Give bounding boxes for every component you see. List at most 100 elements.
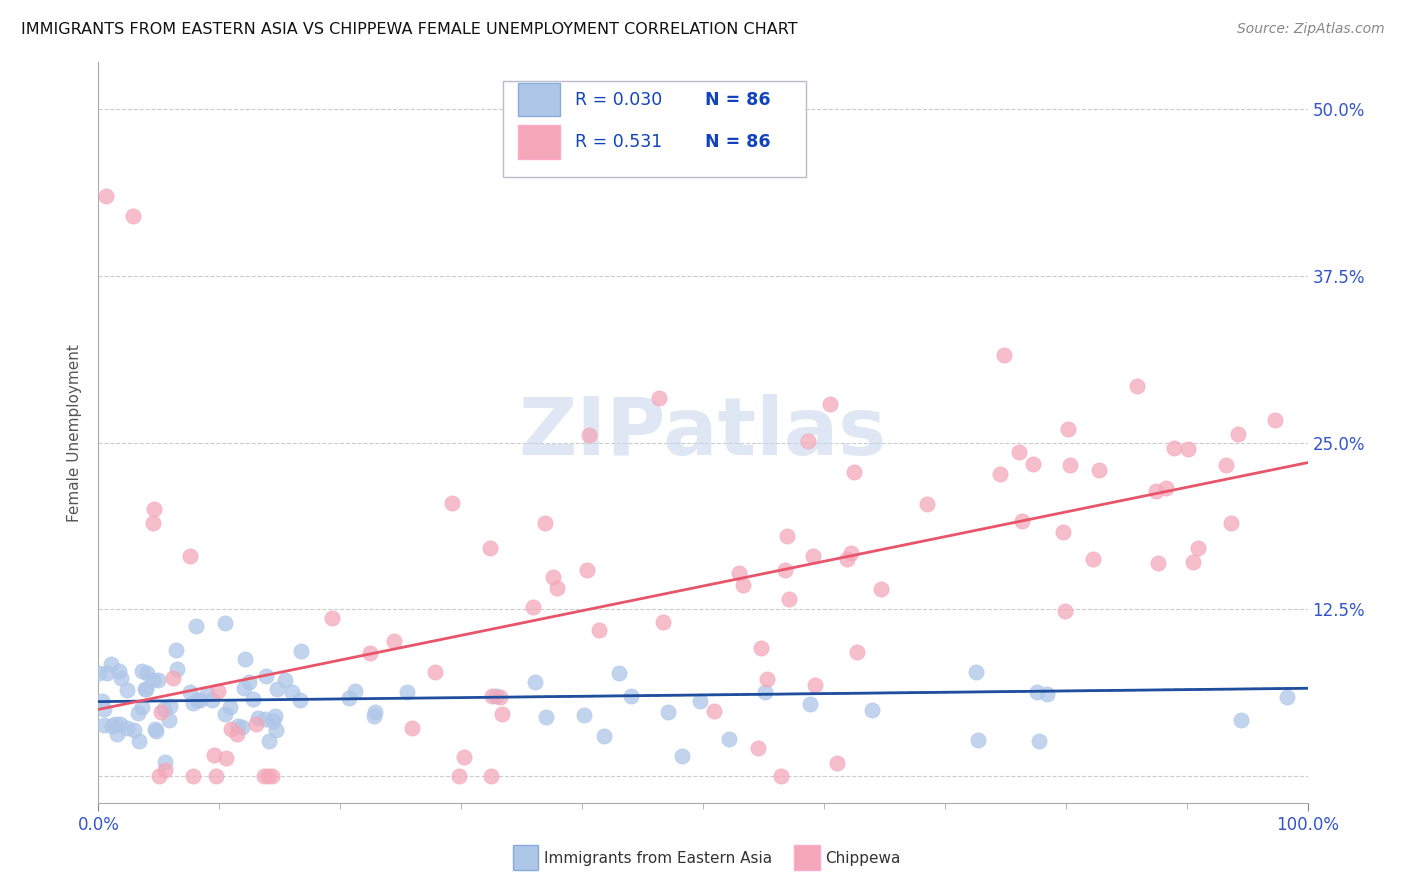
Point [862, 703, 884, 717]
Point [204, 747, 226, 762]
Point [1022, 458, 1045, 472]
Point [541, 569, 564, 583]
Point [1177, 442, 1199, 456]
Point [131, 700, 153, 714]
Point [491, 706, 513, 721]
Point [578, 428, 600, 442]
Point [179, 549, 201, 564]
Point [290, 643, 312, 657]
Point [186, 693, 208, 707]
Point [1156, 482, 1178, 496]
Point [188, 692, 211, 706]
Point [522, 599, 544, 614]
Point [1147, 556, 1170, 570]
Point [423, 665, 446, 679]
Point [214, 615, 236, 630]
Point [1081, 551, 1104, 566]
Point [181, 696, 204, 710]
Point [1226, 426, 1249, 441]
Point [363, 708, 385, 723]
Point [253, 713, 276, 727]
Point [142, 673, 165, 687]
Point [839, 546, 862, 560]
Point [143, 502, 166, 516]
Point [717, 732, 740, 747]
Point [166, 662, 188, 676]
Point [238, 675, 260, 690]
FancyBboxPatch shape [517, 126, 561, 159]
Point [1264, 413, 1286, 427]
Point [266, 682, 288, 697]
Point [359, 646, 381, 660]
Point [1052, 525, 1074, 540]
Point [242, 692, 264, 706]
Point [534, 710, 557, 724]
Text: Immigrants from Eastern Asia: Immigrants from Eastern Asia [544, 851, 772, 865]
Point [801, 549, 824, 564]
Point [263, 709, 285, 723]
Point [1126, 378, 1149, 392]
Text: R = 0.531: R = 0.531 [575, 133, 662, 151]
Point [150, 705, 173, 719]
Point [965, 665, 987, 679]
Point [593, 729, 616, 743]
Point [148, 769, 170, 783]
Point [153, 763, 176, 777]
Point [131, 664, 153, 678]
Text: Chippewa: Chippewa [825, 851, 901, 865]
Point [205, 769, 228, 783]
Point [134, 682, 156, 697]
Point [481, 689, 503, 703]
Point [91, 694, 114, 708]
Point [671, 749, 693, 764]
Point [799, 697, 821, 711]
Point [749, 640, 772, 655]
Point [657, 706, 679, 720]
Point [609, 666, 631, 681]
Point [93, 718, 115, 732]
Point [225, 727, 247, 741]
Point [157, 713, 180, 727]
Point [264, 723, 287, 737]
Point [214, 707, 236, 722]
Point [186, 619, 208, 633]
Point [575, 563, 598, 577]
Point [321, 611, 343, 625]
Point [260, 769, 283, 783]
Point [165, 642, 187, 657]
Point [110, 672, 132, 686]
Point [115, 682, 138, 697]
Point [401, 721, 423, 735]
Point [1036, 688, 1059, 702]
Y-axis label: Female Unemployment: Female Unemployment [67, 343, 83, 522]
Point [825, 756, 848, 770]
Point [524, 675, 547, 690]
Point [993, 348, 1015, 362]
Point [93, 702, 115, 716]
Point [479, 541, 502, 555]
Point [1182, 555, 1205, 569]
Point [1028, 734, 1050, 748]
Text: ZIPatlas: ZIPatlas [519, 393, 887, 472]
Point [274, 673, 297, 687]
Point [731, 578, 754, 592]
Point [796, 434, 818, 448]
Point [337, 691, 360, 706]
Point [96, 665, 118, 680]
Point [94, 189, 117, 203]
Point [127, 706, 149, 721]
Point [689, 694, 711, 708]
Point [100, 719, 122, 733]
Point [233, 652, 256, 666]
Point [262, 714, 284, 729]
Point [1008, 445, 1031, 459]
Point [835, 552, 858, 566]
Point [197, 687, 219, 701]
Point [153, 755, 176, 769]
Point [162, 671, 184, 685]
Point [122, 209, 145, 223]
FancyBboxPatch shape [503, 81, 806, 178]
Point [1275, 690, 1298, 705]
Point [363, 705, 385, 719]
Point [588, 624, 610, 638]
